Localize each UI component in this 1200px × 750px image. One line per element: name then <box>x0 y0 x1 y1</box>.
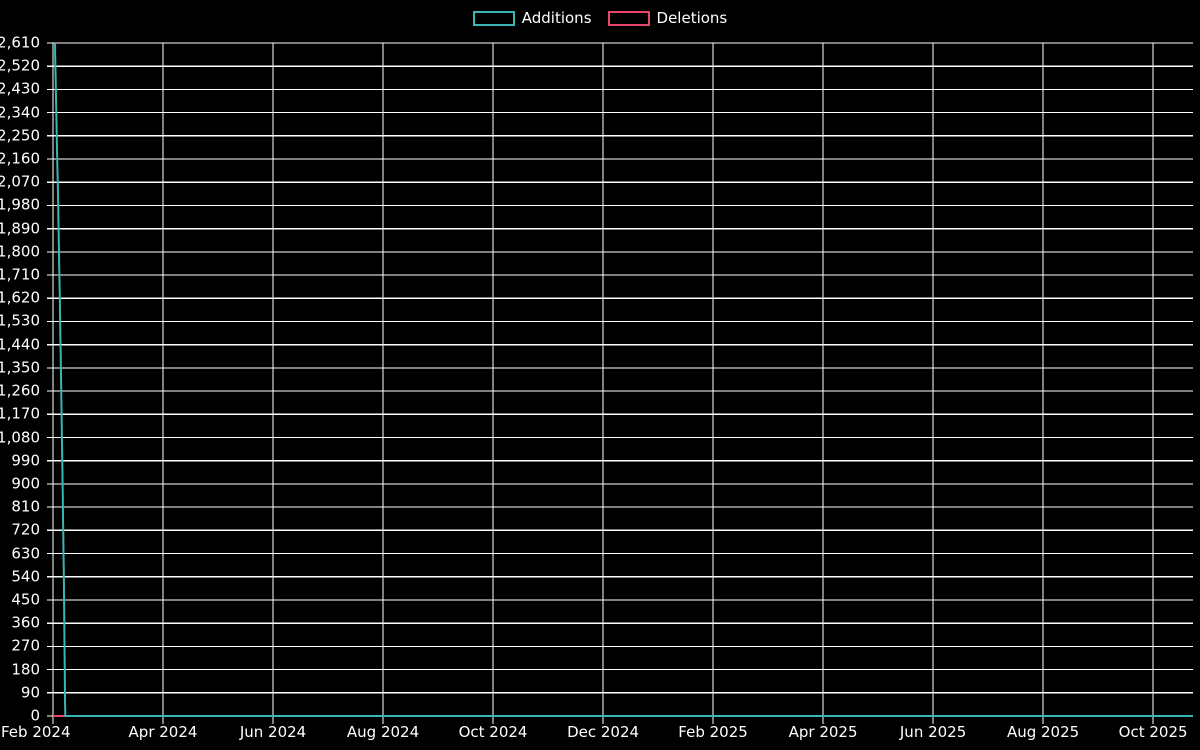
legend-swatch-additions-icon <box>472 10 515 26</box>
y-axis-tick-label: 1,440 <box>0 335 40 354</box>
y-axis-tick-label: 1,890 <box>0 219 40 238</box>
y-axis-tick-label: 720 <box>11 520 40 539</box>
y-axis-tick-label: 2,610 <box>0 33 40 52</box>
y-axis-tick-label: 1,530 <box>0 311 40 330</box>
y-axis-tick-label: 450 <box>11 590 40 609</box>
x-axis-tick-label: Apr 2025 <box>788 723 858 741</box>
legend-swatch-deletions-icon <box>607 10 650 26</box>
y-axis-tick-label: 2,160 <box>0 149 40 168</box>
y-axis-tick-label: 360 <box>11 613 40 632</box>
legend-item-deletions[interactable]: Deletions <box>607 8 728 27</box>
y-axis-tick-label: 2,250 <box>0 126 40 145</box>
y-axis-tick-label: 1,170 <box>0 404 40 423</box>
y-axis-tick-label: 180 <box>11 660 40 679</box>
y-axis-tick-label: 2,340 <box>0 103 40 122</box>
x-axis-tick-label: Jun 2024 <box>239 723 307 741</box>
series-additions-line <box>54 42 1193 717</box>
y-axis-tick-label: 270 <box>11 636 40 655</box>
y-axis-tick-label: 2,070 <box>0 172 40 191</box>
x-axis-tick-label: Jun 2025 <box>899 723 967 741</box>
x-axis-tick-label: Feb 2025 <box>678 723 748 741</box>
plot-area: 2,610 2,520 2,430 2,340 2,250 2,160 2,070 1,980… <box>0 35 1193 740</box>
x-axis-tick-label: Oct 2025 <box>1118 723 1188 741</box>
x-axis-tick-label: Aug 2025 <box>1006 723 1080 741</box>
y-axis-tick-label: 630 <box>11 544 40 563</box>
chart-legend: Additions Deletions <box>0 6 1200 30</box>
x-axis-tick-label: Dec 2024 <box>567 723 640 741</box>
legend-label-deletions: Deletions <box>656 8 728 27</box>
y-axis-tick-label: 2,520 <box>0 56 40 75</box>
y-axis-tick-label: 90 <box>20 683 40 702</box>
y-axis-tick-label: 1,620 <box>0 288 40 307</box>
legend-item-additions[interactable]: Additions <box>472 8 592 27</box>
y-axis-tick-label: 0 <box>30 706 40 725</box>
grid-vertical <box>162 43 1154 716</box>
y-axis-tick-label: 1,080 <box>0 428 40 447</box>
y-axis-tick-label: 900 <box>11 474 40 493</box>
x-axis-tick-label: Feb 2024 <box>1 723 71 741</box>
y-axis-tick-label: 990 <box>11 451 40 470</box>
y-axis-tick-label: 810 <box>11 497 40 516</box>
y-axis-tick-label: 1,980 <box>0 195 40 214</box>
legend-label-additions: Additions <box>521 8 592 27</box>
x-axis-tick-label: Oct 2024 <box>458 723 528 741</box>
y-axis-tick-label: 1,350 <box>0 358 40 377</box>
y-axis-tick-label: 540 <box>11 567 40 586</box>
y-axis-tick-label: 2,430 <box>0 79 40 98</box>
y-axis-tick-label: 1,260 <box>0 381 40 400</box>
grid-horizontal <box>53 42 1193 717</box>
x-axis-tick-label: Aug 2024 <box>346 723 420 741</box>
y-axis-tick-label: 1,710 <box>0 265 40 284</box>
y-axis-tick-label: 1,800 <box>0 242 40 261</box>
x-axis-tick-label: Apr 2024 <box>128 723 198 741</box>
